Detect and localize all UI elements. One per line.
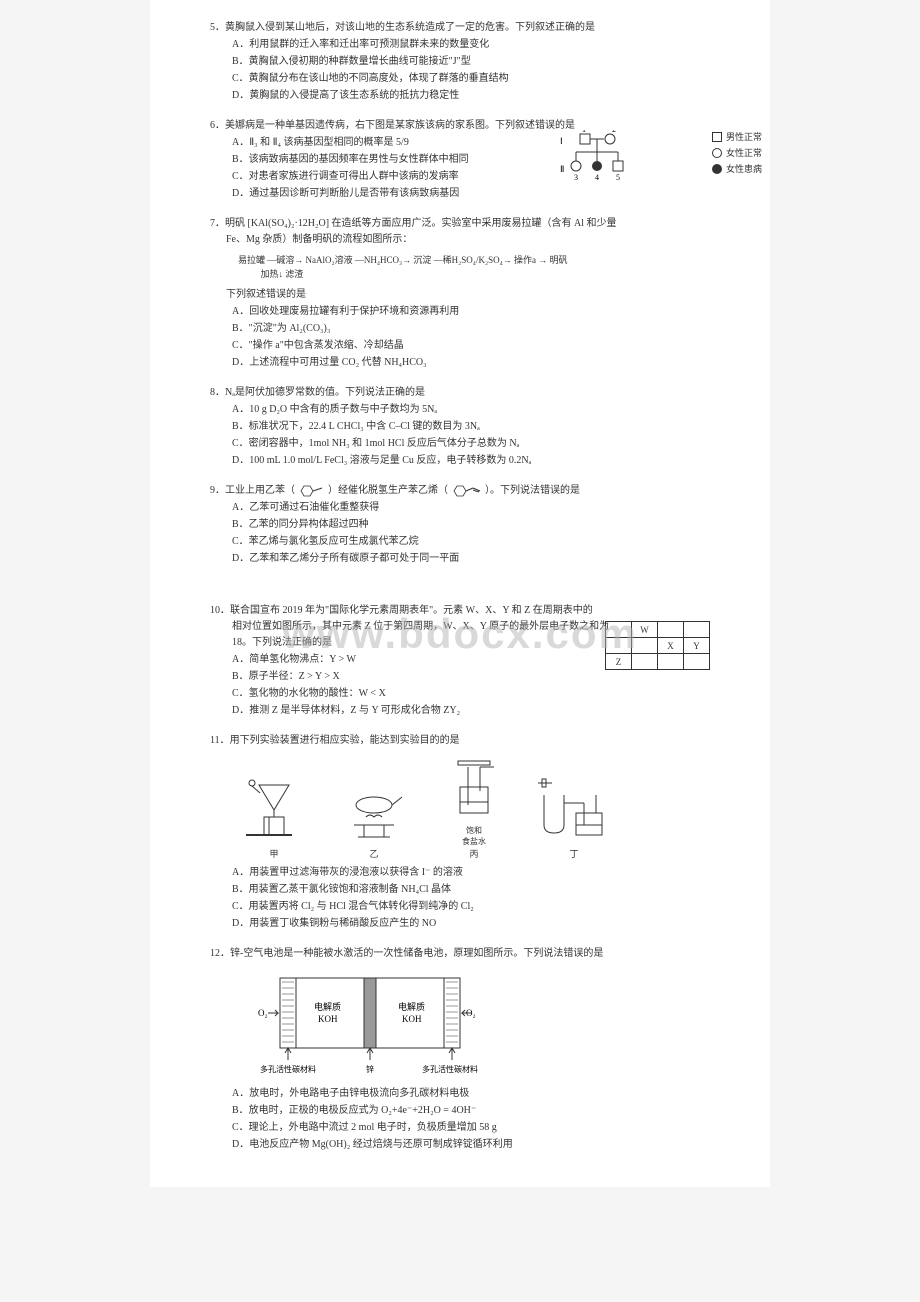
q6-C: C．对患者家族进行调查可得出人群中该病的发病率	[232, 168, 520, 185]
q9-D: D．乙苯和苯乙烯分子所有碳原子都可处于同一平面	[232, 550, 710, 567]
q9-stem: 9．工业上用乙苯（ ）经催化脱氢生产苯乙烯（ ）。下列说法错误的是	[210, 483, 710, 499]
svg-text:电解质: 电解质	[398, 1001, 425, 1012]
q10-B: B．原子半径：Z > Y > X	[232, 668, 510, 685]
q10-D: D．推测 Z 是半导体材料，Z 与 Y 可形成化合物 ZY₂	[232, 702, 510, 719]
q7-C: C．"操作 a"中包含蒸发浓缩、冷却结晶	[232, 337, 710, 354]
q7-stem2: Fe、Mg 杂质）制备明矾的流程如图所示：	[210, 232, 710, 248]
q11-stem: 11．用下列实验装置进行相应实验，能达到实验目的的是	[210, 733, 710, 749]
q8-stem: 8．Nₐ是阿伏加德罗常数的值。下列说法正确的是	[210, 385, 710, 401]
q6-B: B．该病致病基因的基因频率在男性与女性群体中相同	[232, 151, 520, 168]
q5-C: C．黄胸鼠分布在该山地的不同高度处，体现了群落的垂直结构	[232, 70, 710, 87]
q12-D: D．电池反应产物 Mg(OH)₂ 经过焙烧与还原可制成锌锭循环利用	[232, 1136, 710, 1153]
q8-A: A．10 g D₂O 中含有的质子数与中子数均为 5Nₐ	[232, 401, 710, 418]
apparatus-b-icon	[334, 775, 414, 845]
q8-D: D．100 mL 1.0 mol/L FeCl₃ 溶液与足量 Cu 反应，电子转…	[232, 452, 710, 469]
q7-D: D．上述流程中可用过量 CO₂ 代替 NH₄HCO₃	[232, 354, 710, 371]
q8-C: C．密闭容器中，1mol NH₃ 和 1mol HCl 反应后气体分子总数为 N…	[232, 435, 710, 452]
q6-D: D．通过基因诊断可判断胎儿是否带有该病致病基因	[232, 185, 520, 202]
q9-C: C．苯乙烯与氯化氢反应可生成氯代苯乙烷	[232, 533, 710, 550]
q5-B: B．黄胸鼠入侵初期的种群数量增长曲线可能接近"J"型	[232, 53, 710, 70]
svg-text:多孔活性碳材料: 多孔活性碳材料	[422, 1064, 478, 1074]
q7-B: B．"沉淀"为 Al₂(CO₃)₃	[232, 320, 710, 337]
q12-C: C．理论上，外电路中流过 2 mol 电子时，负极质量增加 58 g	[232, 1119, 710, 1136]
apparatus-d-icon	[534, 775, 614, 845]
q11-B: B．用装置乙蒸干氯化铵饱和溶液制备 NH₄Cl 晶体	[232, 881, 710, 898]
q6-A: A．Ⅱ₃ 和 Ⅱ₄ 该病基因型相同的概率是 5/9	[232, 134, 520, 151]
styrene-icon	[451, 484, 483, 498]
svg-text:O₂: O₂	[258, 1008, 268, 1018]
q11-A: A．用装置甲过滤海带灰的浸泡液以获得含 I⁻ 的溶液	[232, 864, 710, 881]
legend-female-affected: 女性患病	[712, 162, 762, 175]
q10-stem: 10．联合国宣布 2019 年为"国际化学元素周期表年"。元素 W、X、Y 和 …	[210, 603, 710, 619]
ethylbenzene-icon	[298, 484, 326, 498]
apparatus-c-icon	[434, 757, 514, 827]
svg-text:2: 2	[612, 130, 616, 134]
q7-flow: 易拉罐 —碱溶→ NaAlO₂溶液 —NH₄HCO₃→ 沉淀 —稀H₂SO₄/K…	[238, 254, 710, 281]
svg-text:5: 5	[616, 173, 620, 182]
svg-text:3: 3	[574, 173, 578, 182]
pedigree-diagram: Ⅰ Ⅱ 1 2 3 4 5 男性正常 女性正常	[560, 130, 720, 190]
apparatus-a-icon	[234, 775, 314, 845]
q9-B: B．乙苯的同分异构体超过四种	[232, 516, 710, 533]
svg-text:1: 1	[582, 130, 586, 134]
legend-male-normal: 男性正常	[712, 130, 762, 143]
legend-female-normal: 女性正常	[712, 146, 762, 159]
q10-A: A．简单氢化物沸点：Y > W	[232, 651, 510, 668]
q12-A: A．放电时，外电路电子由锌电极流向多孔碳材料电极	[232, 1085, 710, 1102]
periodic-table-fragment: W XY Z	[605, 621, 710, 670]
q9-A: A．乙苯可通过石油催化重整获得	[232, 499, 710, 516]
q5-stem: 5．黄胸鼠入侵到某山地后，对该山地的生态系统造成了一定的危害。下列叙述正确的是	[210, 20, 710, 36]
svg-text:电解质: 电解质	[314, 1001, 341, 1012]
apparatus-row: 甲 乙	[234, 757, 710, 860]
q5-A: A．利用鼠群的迁入率和迁出率可预测鼠群未来的数量变化	[232, 36, 710, 53]
q7-A: A．回收处理废易拉罐有利于保护环境和资源再利用	[232, 303, 710, 320]
svg-text:KOH: KOH	[318, 1014, 338, 1024]
svg-text:KOH: KOH	[402, 1014, 422, 1024]
svg-text:锌: 锌	[366, 1064, 374, 1074]
q11-D: D．用装置丁收集铜粉与稀硝酸反应产生的 NO	[232, 915, 710, 932]
q10-C: C．氢化物的水化物的酸性：W < X	[232, 685, 510, 702]
q7-caption: 下列叙述错误的是	[210, 287, 710, 303]
q7-stem: 7．明矾 [KAl(SO₄)₂·12H₂O] 在造纸等方面应用广泛。实验室中采用…	[210, 216, 710, 232]
gen-I: Ⅰ	[560, 136, 563, 146]
q12-B: B．放电时，正极的电极反应式为 O₂+4e⁻+2H₂O = 4OH⁻	[232, 1102, 710, 1119]
svg-text:多孔活性碳材料: 多孔活性碳材料	[260, 1064, 316, 1074]
battery-diagram: O₂ O₂ 电解质 KOH 电解质 KOH 多孔活性碳材料 锌 多孔活性碳材料	[250, 968, 710, 1081]
q12-stem: 12．锌-空气电池是一种能被水激活的一次性储备电池，原理如图所示。下列说法错误的…	[210, 946, 710, 962]
q11-C: C．用装置丙将 Cl₂ 与 HCl 混合气体转化得到纯净的 Cl₂	[232, 898, 710, 915]
gen-II: Ⅱ	[560, 164, 564, 174]
q5-D: D．黄胸鼠的入侵提高了该生态系统的抵抗力稳定性	[232, 87, 710, 104]
q8-B: B．标准状况下，22.4 L CHCl₃ 中含 C–Cl 键的数目为 3Nₐ	[232, 418, 710, 435]
svg-text:4: 4	[595, 173, 599, 182]
